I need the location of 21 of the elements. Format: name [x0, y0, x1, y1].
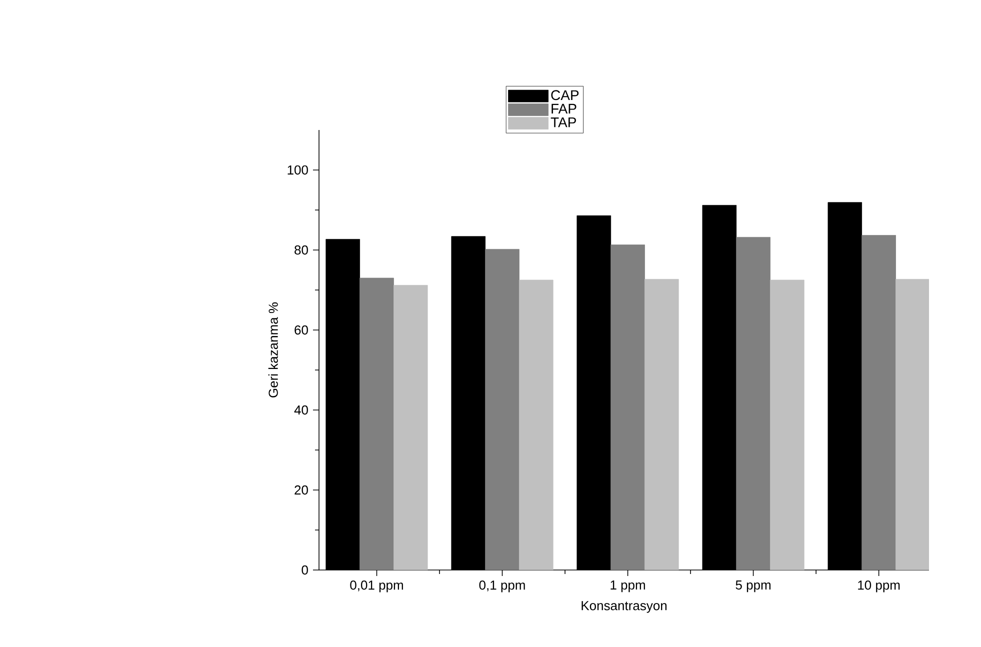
- y-axis-title: Geri kazanma %: [268, 302, 278, 398]
- y-tick-label: 80: [294, 245, 308, 255]
- legend-label: FAP: [552, 104, 576, 114]
- bar: [862, 234, 896, 570]
- x-tick-label: 1 ppm: [610, 580, 645, 592]
- bar: [360, 278, 394, 570]
- bar: [610, 244, 645, 570]
- legend-label: CAP: [551, 90, 579, 100]
- y-tick-label: 40: [294, 405, 308, 415]
- x-axis-title: Konsantrasyon: [582, 601, 667, 613]
- legend-label: TAP: [550, 118, 576, 128]
- x-tick-label: 10 ppm: [858, 580, 900, 592]
- bar: [736, 236, 770, 570]
- y-tick-label: 20: [294, 485, 308, 495]
- x-tick-label: 5 ppm: [736, 580, 770, 592]
- bar: [485, 248, 520, 570]
- x-tick-label: 0,01 ppm: [350, 580, 403, 592]
- y-tick-label: 60: [294, 325, 308, 335]
- y-tick-label: 100: [288, 165, 308, 175]
- x-tick-label: 0,1 ppm: [479, 580, 525, 592]
- y-tick-label: 0: [302, 565, 308, 575]
